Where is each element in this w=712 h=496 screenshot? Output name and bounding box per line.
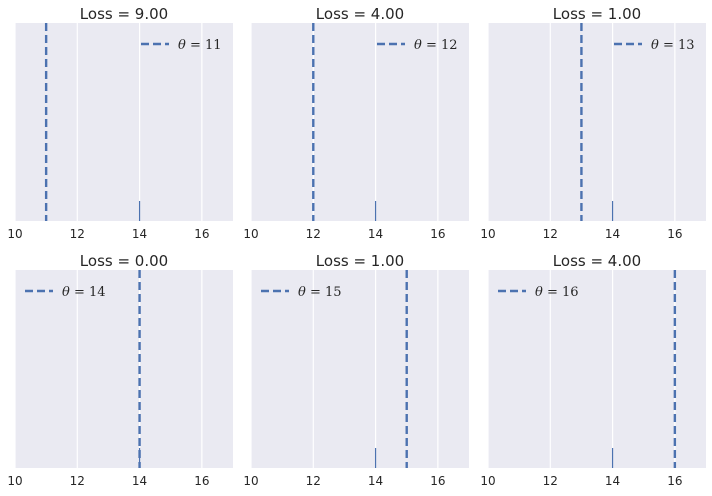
- subplot-5: Loss = 1.00 10 12 14 16 θ = 15: [243, 252, 469, 488]
- subplot-title: Loss = 0.00: [80, 252, 168, 270]
- legend-label: θ = 12: [414, 38, 458, 53]
- legend-label: θ = 13: [651, 38, 695, 53]
- x-tick-label: 14: [368, 227, 383, 241]
- axes-background: [488, 23, 706, 221]
- x-tick-label: 10: [7, 227, 22, 241]
- x-tick-label: 12: [70, 227, 85, 241]
- x-tick-label: 12: [543, 227, 558, 241]
- subplot-6: Loss = 4.00 10 12 14 16 θ = 16: [480, 252, 706, 488]
- axes-background: [251, 23, 469, 221]
- x-tick-label: 12: [543, 474, 558, 488]
- subplot-2: Loss = 4.00 10 12 14 16 θ = 12: [243, 5, 469, 241]
- x-tick-label: 10: [7, 474, 22, 488]
- x-tick-label: 16: [667, 474, 682, 488]
- subplot-4: Loss = 0.00 10 12 14 16 θ = 14: [7, 252, 233, 488]
- x-tick-label: 14: [132, 474, 147, 488]
- x-tick-label: 14: [368, 474, 383, 488]
- legend-label: θ = 14: [62, 285, 106, 300]
- subplot-title: Loss = 4.00: [553, 252, 641, 270]
- axes-background: [15, 270, 233, 468]
- x-tick-label: 14: [132, 227, 147, 241]
- legend-label: θ = 11: [178, 38, 222, 53]
- x-tick-label: 16: [667, 227, 682, 241]
- x-tick-label: 10: [243, 474, 258, 488]
- x-tick-label: 16: [430, 474, 445, 488]
- legend-label: θ = 16: [535, 285, 579, 300]
- subplot-title: Loss = 9.00: [80, 5, 168, 23]
- x-tick-label: 10: [480, 474, 495, 488]
- legend-label: θ = 15: [298, 285, 342, 300]
- x-tick-label: 10: [480, 227, 495, 241]
- x-tick-label: 16: [194, 474, 209, 488]
- x-tick-label: 10: [243, 227, 258, 241]
- subplot-3: Loss = 1.00 10 12 14 16 θ = 13: [480, 5, 706, 241]
- x-tick-label: 16: [194, 227, 209, 241]
- x-tick-label: 14: [605, 227, 620, 241]
- axes-background: [488, 270, 706, 468]
- subplot-title: Loss = 4.00: [316, 5, 404, 23]
- x-tick-label: 14: [605, 474, 620, 488]
- x-tick-label: 12: [306, 227, 321, 241]
- x-tick-label: 12: [70, 474, 85, 488]
- subplot-title: Loss = 1.00: [553, 5, 641, 23]
- subplot-title: Loss = 1.00: [316, 252, 404, 270]
- x-tick-label: 16: [430, 227, 445, 241]
- x-tick-label: 12: [306, 474, 321, 488]
- axes-background: [251, 270, 469, 468]
- subplot-1: Loss = 9.00 10 12 14 16 θ = 11: [7, 5, 233, 241]
- axes-background: [15, 23, 233, 221]
